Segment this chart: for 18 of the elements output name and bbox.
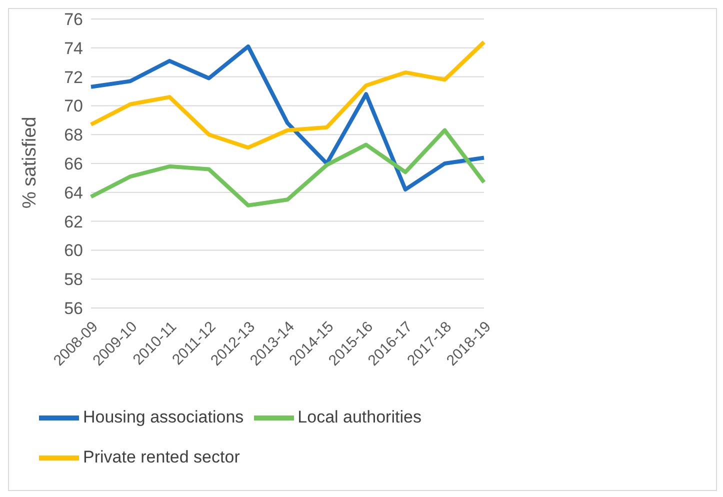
line-series: [89, 44, 486, 192]
y-tick-label: 60: [64, 241, 83, 260]
y-tick-label: 62: [64, 212, 83, 232]
y-tick-label: 58: [64, 270, 83, 290]
y-tick-label: 66: [64, 154, 83, 174]
y-tick-label: 72: [64, 68, 83, 87]
y-tick-label: 68: [64, 126, 83, 145]
y-tick-label: 56: [64, 299, 83, 318]
line-series: [89, 128, 486, 208]
y-tick-label: 64: [64, 183, 83, 202]
y-tick-label: 76: [64, 10, 83, 30]
legend-label: Local authorities: [298, 407, 422, 426]
y-tick-label: 70: [64, 96, 83, 116]
line-series: [89, 40, 486, 150]
y-tick-label: 74: [64, 38, 83, 58]
legend-label: Private rented sector: [83, 447, 240, 466]
y-axis-title: % satisfied: [20, 116, 41, 208]
legend-label: Housing associations: [83, 407, 244, 426]
